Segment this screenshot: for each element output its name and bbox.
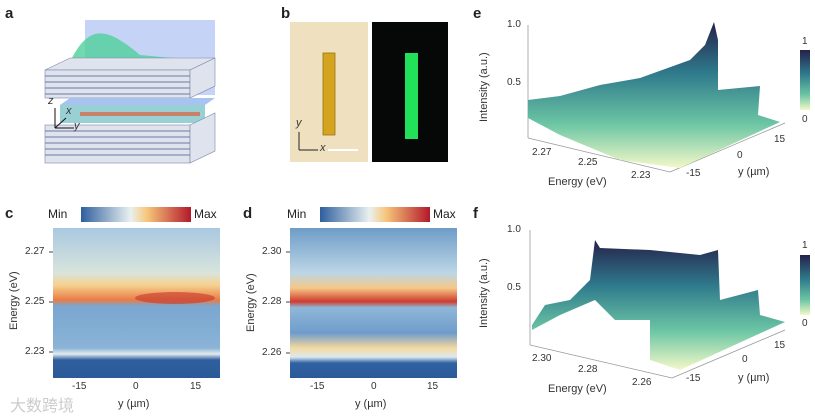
ztick-e: 1.0 [507,19,521,30]
micro-axis-x: x [320,142,326,154]
zlabel-e: Intensity (a.u.) [478,52,490,122]
colorbar-min-d: Min [287,207,307,221]
panel-label-c: c [5,205,14,222]
xtick-c: -15 [72,381,87,392]
ytick-c: 2.25 [25,296,45,307]
xtick-c: 15 [190,381,202,392]
zlabel-f: Intensity (a.u.) [478,258,490,328]
surface-plot-e [527,22,810,173]
ytick-f: 15 [774,340,786,351]
colorbar-max-f: 1 [802,240,808,251]
ytick-d: 2.28 [262,296,282,307]
surface-plot-f [529,230,810,379]
scale-bar [328,149,358,151]
heatmap-d [290,228,457,378]
colorbar-max-e: 1 [802,36,808,47]
colorbar-max-d: Max [433,207,456,221]
ytick-c: 2.27 [25,246,45,257]
ztick-f: 0.5 [507,282,521,293]
ztick-f: 1.0 [507,224,521,235]
panel-label-e: e [473,5,482,22]
axis-y-label: y [74,120,80,132]
colorbar-d [320,207,430,222]
crystal-microwire [322,52,336,136]
watermark: 大数跨境 [10,398,75,415]
ytick-f: -15 [686,373,701,384]
xtick-e: 2.27 [532,147,552,158]
colorbar-max-c: Max [194,207,217,221]
xtick-e: 2.23 [631,170,651,181]
ytick-d: 2.30 [262,246,282,257]
xtick-c: 0 [133,381,139,392]
panel-label-f: f [473,205,478,222]
ylabel-f: y (µm) [738,372,770,384]
xlabel-f: Energy (eV) [548,383,607,395]
ytick-d: 2.26 [262,347,282,358]
colorbar-min-c: Min [48,207,68,221]
colorbar-f [800,255,810,315]
xlabel-e: Energy (eV) [548,176,607,188]
xtick-e: 2.25 [578,157,598,168]
axis-z-label: z [48,95,54,107]
xtick-d: -15 [310,381,325,392]
ytick-e: 15 [774,134,786,145]
microcavity-schematic [44,20,216,164]
colorbar-min-e: 0 [802,114,808,125]
ytick-c: 2.23 [25,346,45,357]
xtick-f: 2.28 [578,364,598,375]
xtick-f: 2.26 [632,377,652,388]
micro-axis-y: y [296,117,302,129]
xlabel-c: y (µm) [118,398,150,410]
panel-label-a: a [5,5,14,22]
colorbar-min-f: 0 [802,318,808,329]
xtick-d: 15 [427,381,439,392]
xtick-d: 0 [371,381,377,392]
ytick-e: 0 [737,150,743,161]
ytick-e: -15 [686,168,701,179]
ylabel-d: Energy (eV) [245,273,257,332]
colorbar-e [800,50,810,110]
ztick-e: 0.5 [507,77,521,88]
panel-label-b: b [281,5,291,22]
ytick-f: 0 [742,354,748,365]
green-emission [405,53,418,139]
xtick-f: 2.30 [532,353,552,364]
panel-label-d: d [243,205,253,222]
colorbar-c [81,207,191,222]
axis-x-label: x [66,105,72,117]
ylabel-e: y (µm) [738,166,770,178]
ylabel-c: Energy (eV) [8,271,20,330]
xlabel-d: y (µm) [355,398,387,410]
